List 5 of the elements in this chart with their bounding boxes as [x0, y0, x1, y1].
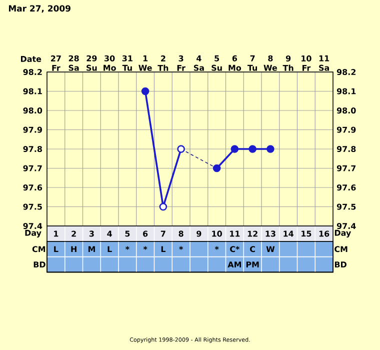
point	[141, 87, 150, 96]
chart-title: Mar 27, 2009	[8, 5, 70, 13]
point	[230, 145, 239, 153]
point	[266, 145, 274, 153]
point	[248, 145, 256, 153]
